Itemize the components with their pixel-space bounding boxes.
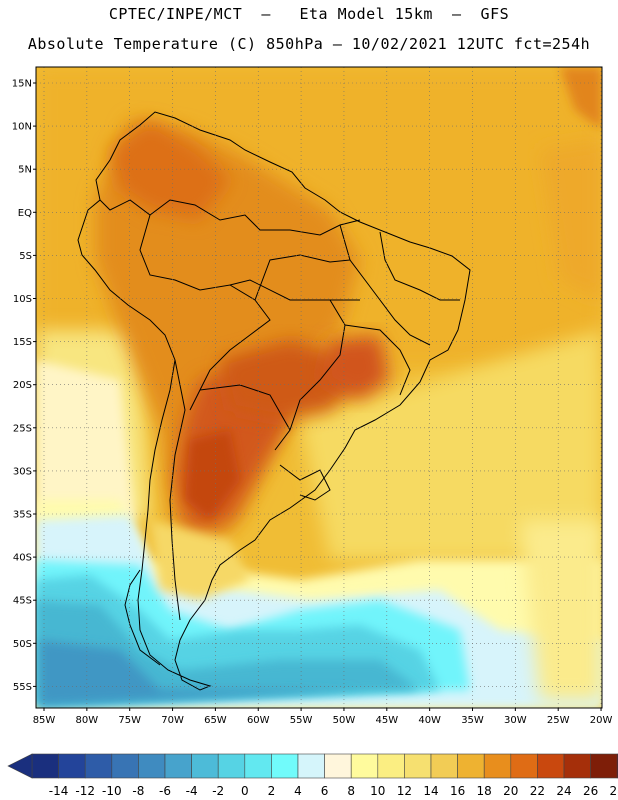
lon-label: 85W [33, 715, 56, 726]
graticule [36, 67, 602, 708]
colorbar-segment [164, 753, 192, 779]
colorbar-label: -8 [132, 784, 144, 798]
colorbar-segment [191, 753, 219, 779]
colorbar-segment [244, 753, 272, 779]
lat-label: EQ [18, 208, 32, 219]
colorbar-segment [457, 753, 485, 779]
title-line-1: CPTEC/INPE/MCT – Eta Model 15km – GFS [108, 5, 510, 23]
colorbar-label: 24 [556, 784, 571, 798]
lat-label: 15S [13, 337, 32, 348]
lon-label: 60W [247, 715, 270, 726]
latitude-labels: 15N 10N 5N EQ 5S 10S 15S 20S 25S 30S 35S 40S 45S 50S 5… [12, 79, 36, 693]
lat-label: 5S [19, 251, 32, 262]
temperature-field [36, 67, 602, 708]
coastlines [77, 111, 471, 691]
colorbar-segment [510, 753, 538, 779]
colorbar-segment [483, 753, 512, 779]
colorbar-label: 20 [503, 784, 518, 798]
lat-label: 25S [13, 423, 32, 434]
colorbar-segment [58, 753, 86, 779]
colorbar-label: 4 [294, 784, 302, 798]
lon-label: 50W [333, 715, 356, 726]
lat-label: 10N [12, 122, 32, 133]
lat-label: 50S [13, 639, 32, 650]
colorbar-segment [404, 753, 432, 779]
colorbar-segment [430, 753, 458, 779]
colorbar-segment [297, 753, 325, 779]
colorbar-segment [537, 753, 565, 779]
colorbar-label: 0 [241, 784, 249, 798]
lat-label: 35S [13, 510, 32, 521]
colorbar-segment [377, 753, 405, 779]
colorbar-segment [271, 753, 299, 779]
colorbar-label: -14 [49, 784, 69, 798]
colorbar-label: 16 [450, 784, 465, 798]
colorbar-label: -12 [75, 784, 95, 798]
lat-label: 20S [13, 380, 32, 391]
lon-label: 35W [461, 715, 484, 726]
title-line-2: Absolute Temperature (C) 850hPa – 10/02/… [27, 35, 591, 53]
colorbar [7, 753, 618, 779]
colorbar-label: 10 [370, 784, 385, 798]
lon-label: 55W [290, 715, 313, 726]
colorbar-label: -6 [159, 784, 171, 798]
lat-label: 15N [12, 79, 32, 90]
colorbar-segment [324, 753, 352, 779]
longitude-labels: 85W 80W 75W 70W 65W 60W 55W 50W 45W 40W 35W 30W 25W 2… [33, 708, 613, 726]
colorbar-segment [350, 753, 379, 779]
colorbar-label: -4 [186, 784, 198, 798]
colorbar-segment [138, 753, 166, 779]
colorbar-label: 26 [583, 784, 598, 798]
colorbar-segment [563, 753, 591, 779]
lon-label: 40W [418, 715, 441, 726]
lat-label: 55S [13, 682, 32, 693]
colorbar-label: 8 [347, 784, 355, 798]
lat-label: 45S [13, 596, 32, 607]
colorbar-label: 2 [268, 784, 276, 798]
lon-label: 75W [118, 715, 141, 726]
colorbar-labels: -14 -12 -10 -8 -6 -4 -2 0 2 4 6 8 10 12 14 16 18 20 22 24 26… [49, 784, 618, 798]
colorbar-segment [84, 753, 113, 779]
lon-label: 80W [76, 715, 99, 726]
lon-label: 45W [375, 715, 398, 726]
colorbar-segment [590, 753, 618, 779]
colorbar-label: 6 [321, 784, 329, 798]
lat-label: 30S [13, 466, 32, 477]
colorbar-segment [217, 753, 246, 779]
lat-label: 5N [18, 165, 32, 176]
lon-label: 30W [504, 715, 527, 726]
map-frame [35, 66, 603, 709]
colorbar-min-arrow [7, 753, 33, 779]
colorbar-label: 18 [477, 784, 492, 798]
colorbar-label: 14 [423, 784, 438, 798]
lon-label: 25W [547, 715, 570, 726]
colorbar-segment [111, 753, 139, 779]
colorbar-label: 12 [397, 784, 412, 798]
colorbar-label: -10 [102, 784, 122, 798]
lon-label: 70W [161, 715, 184, 726]
colorbar-label: 22 [530, 784, 545, 798]
colorbar-segment [31, 753, 59, 779]
lat-label: 10S [13, 294, 32, 305]
lon-label: 20W [590, 715, 613, 726]
colorbar-label: -2 [212, 784, 224, 798]
lat-label: 40S [13, 553, 32, 564]
colorbar-label: 28 [610, 784, 618, 798]
lon-label: 65W [204, 715, 227, 726]
